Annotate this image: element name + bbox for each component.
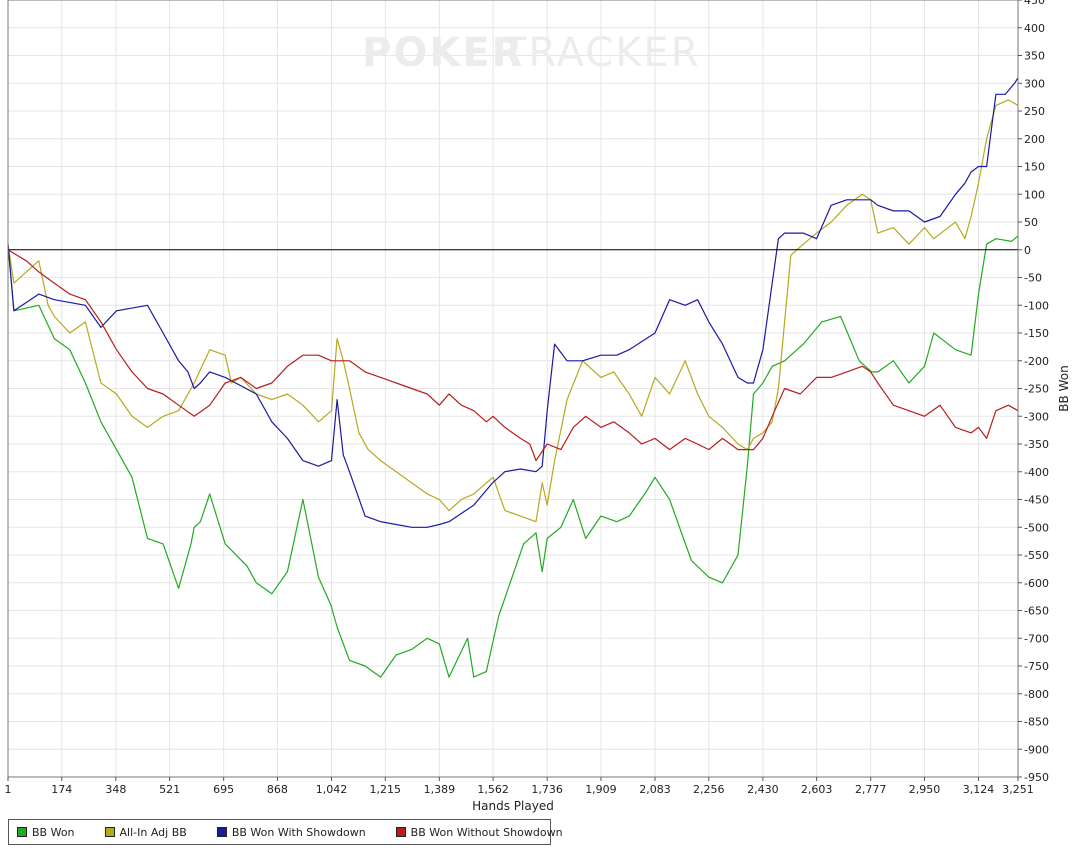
y-tick-label: 350 <box>1024 50 1045 63</box>
x-tick-label: 3,251 <box>1002 783 1034 796</box>
y-tick-label: -600 <box>1024 577 1049 590</box>
legend: BB Won All-In Adj BB BB Won With Showdown B… <box>8 819 563 845</box>
x-tick-label: 695 <box>213 783 234 796</box>
x-tick-label: 1,909 <box>585 783 617 796</box>
x-tick-label: 1,736 <box>531 783 563 796</box>
series-line-all-in-adj-bb <box>7 99 1019 523</box>
y-tick-label: -100 <box>1024 299 1049 312</box>
x-axis: 1 174 348 521 695 868 1,042 1,215 1,389 1,562 1,73… <box>5 777 1034 796</box>
grid <box>7 0 1019 778</box>
x-tick-label: 1,389 <box>424 783 456 796</box>
x-tick-label: 1 <box>5 783 12 796</box>
y-tick-label: -200 <box>1024 355 1049 368</box>
series-line-bb-won <box>7 235 1019 678</box>
y-tick-label: -900 <box>1024 743 1049 756</box>
legend-swatch <box>104 827 115 837</box>
watermark: POKER TRACKER <box>362 30 701 76</box>
x-axis-title: Hands Played <box>472 799 554 813</box>
x-tick-label: 2,777 <box>855 783 887 796</box>
y-tick-label: 400 <box>1024 22 1045 35</box>
y-tick-label: -400 <box>1024 466 1049 479</box>
y-tick-label: -350 <box>1024 438 1049 451</box>
x-tick-label: 1,215 <box>370 783 402 796</box>
legend-label: BB Won Without Showdown <box>410 825 563 839</box>
y-tick-label: -750 <box>1024 660 1049 673</box>
legend-swatch <box>395 827 406 837</box>
x-tick-label: 1,042 <box>316 783 348 796</box>
y-tick-label: -850 <box>1024 716 1049 729</box>
y-tick-label: -650 <box>1024 605 1049 618</box>
x-tick-label: 348 <box>105 783 126 796</box>
watermark-right: TRACKER <box>501 30 701 76</box>
x-tick-label: 2,430 <box>747 783 779 796</box>
series-lines <box>7 77 1019 678</box>
y-tick-label: 450 <box>1024 0 1045 7</box>
y-tick-label: 200 <box>1024 133 1045 146</box>
x-tick-label: 174 <box>51 783 72 796</box>
legend-item-bb-won: BB Won <box>17 826 75 839</box>
legend-label: BB Won <box>32 825 75 839</box>
x-tick-label: 1,562 <box>477 783 509 796</box>
series-line-bb-won-without-showdown <box>7 249 1019 462</box>
legend-item-all-in-adj-bb: All-In Adj BB <box>104 825 187 839</box>
y-tick-label: -500 <box>1024 521 1049 534</box>
legend-label: BB Won With Showdown <box>231 825 366 839</box>
y-tick-label: 300 <box>1024 77 1045 90</box>
y-tick-label: 50 <box>1024 216 1038 229</box>
legend-swatch <box>216 827 227 837</box>
x-tick-label: 2,950 <box>909 783 941 796</box>
y-tick-label: -450 <box>1024 494 1049 507</box>
y-tick-label: 100 <box>1024 188 1045 201</box>
x-tick-label: 2,083 <box>639 783 671 796</box>
y-tick-label: 250 <box>1024 105 1045 118</box>
x-tick-label: 2,603 <box>801 783 833 796</box>
legend-item-bb-won-without-showdown: BB Won Without Showdown <box>395 825 563 839</box>
watermark-left: POKER <box>362 30 524 76</box>
legend-swatch <box>17 827 27 837</box>
x-tick-label: 3,124 <box>963 783 995 796</box>
y-tick-label: -50 <box>1024 272 1042 285</box>
y-tick-label: -150 <box>1024 327 1049 340</box>
y-tick-label: 150 <box>1024 161 1045 174</box>
y-tick-label: -250 <box>1024 383 1049 396</box>
x-tick-label: 868 <box>267 783 288 796</box>
y-tick-label: -800 <box>1024 688 1049 701</box>
legend-label: All-In Adj BB <box>119 825 187 839</box>
y-axis: 450 400 350 300 250 200 150 100 50 0 -50 -100 -150 -2… <box>1018 0 1049 784</box>
y-axis-title: BB Won <box>1057 365 1071 411</box>
y-tick-label: -700 <box>1024 632 1049 645</box>
y-tick-label: -950 <box>1024 771 1049 784</box>
legend-item-bb-won-with-showdown: BB Won With Showdown <box>216 825 366 839</box>
y-tick-label: -300 <box>1024 410 1049 423</box>
x-tick-label: 521 <box>159 783 180 796</box>
y-tick-label: 0 <box>1024 244 1031 257</box>
x-tick-label: 2,256 <box>693 783 725 796</box>
series-line-bb-won-with-showdown <box>7 77 1019 528</box>
y-tick-label: -550 <box>1024 549 1049 562</box>
